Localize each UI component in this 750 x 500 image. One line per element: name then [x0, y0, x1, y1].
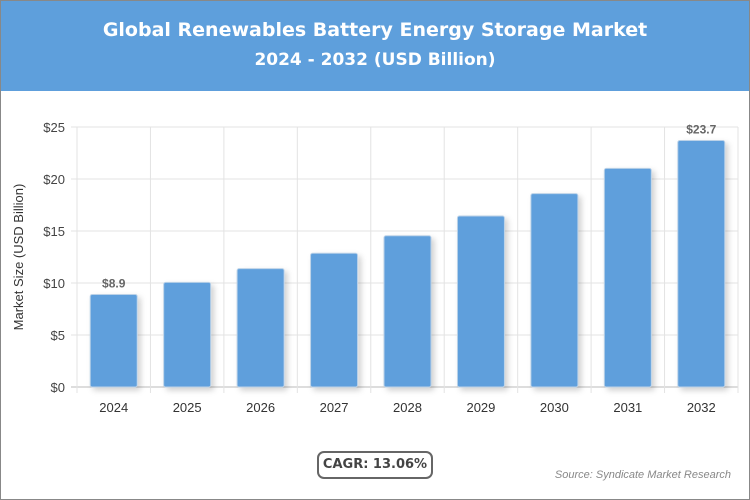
bar-2028[interactable]	[383, 235, 432, 388]
data-label: $8.9	[102, 276, 126, 290]
x-tick-label: 2031	[613, 400, 642, 415]
x-tick-label: 2032	[687, 400, 716, 415]
bar-2025[interactable]	[163, 281, 212, 388]
y-tick-label: $15	[43, 224, 65, 239]
x-tick-label: 2029	[466, 400, 495, 415]
bar-2026[interactable]	[236, 268, 285, 388]
chart-subtitle: 2024 - 2032 (USD Billion)	[254, 50, 496, 70]
chart-title: Global Renewables Battery Energy Storage…	[102, 19, 648, 41]
bar-2024[interactable]	[89, 293, 138, 388]
bar-2031[interactable]	[603, 167, 652, 388]
y-tick-label: $5	[51, 328, 65, 343]
cagr-badge: CAGR: 13.06%	[317, 451, 433, 479]
y-tick-label: $10	[43, 276, 65, 291]
source-note: Source: Syndicate Market Research	[554, 469, 731, 481]
bar-2029[interactable]	[456, 215, 505, 388]
x-tick-label: 2025	[173, 400, 202, 415]
x-tick-label: 2028	[393, 400, 422, 415]
x-tick-label: 2026	[246, 400, 275, 415]
y-tick-label: $25	[43, 120, 65, 135]
bar-2030[interactable]	[530, 193, 579, 388]
bar-2027[interactable]	[310, 252, 359, 388]
chart-header: Global Renewables Battery Energy Storage…	[1, 1, 749, 91]
x-tick-label: 2030	[540, 400, 569, 415]
data-label: $23.7	[686, 123, 716, 137]
x-tick-label: 2027	[320, 400, 349, 415]
x-tick-label: 2024	[99, 400, 128, 415]
y-tick-label: $0	[51, 380, 65, 395]
bar-2032[interactable]	[677, 140, 726, 388]
y-tick-label: $20	[43, 172, 65, 187]
y-axis-label: Market Size (USD Billion)	[11, 184, 26, 331]
